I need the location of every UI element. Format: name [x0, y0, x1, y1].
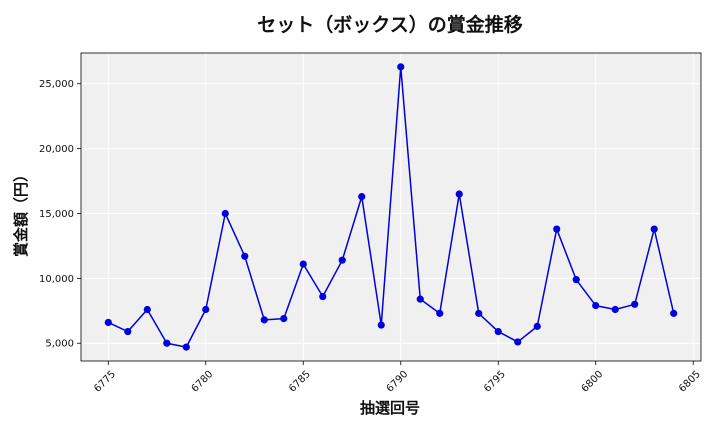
- x-tick-label: 6775: [92, 369, 118, 395]
- x-tick-label: 6800: [580, 369, 606, 395]
- data-point: [436, 309, 444, 317]
- data-point: [572, 276, 580, 284]
- data-point: [241, 252, 249, 260]
- plot-area: [81, 53, 701, 361]
- y-tick-label: 5,000: [45, 339, 74, 350]
- y-axis-label: 賞金額（円）: [12, 167, 30, 257]
- x-tick-label: 6805: [677, 369, 703, 395]
- data-point: [416, 295, 424, 303]
- x-axis-label: 抽選回号: [360, 399, 420, 417]
- data-point: [358, 193, 366, 201]
- axes: [80, 52, 702, 362]
- data-point: [631, 300, 639, 308]
- data-point: [377, 321, 385, 329]
- data-point: [650, 225, 658, 233]
- plot-frame: [80, 52, 702, 362]
- y-tick-label: 20,000: [39, 144, 74, 155]
- chart-title: セット（ボックス）の賞金推移: [257, 13, 522, 36]
- data-point: [182, 343, 190, 351]
- data-point: [533, 322, 541, 330]
- x-tick-label: 6795: [482, 369, 508, 395]
- x-tick-label: 6785: [287, 369, 313, 395]
- data-point: [455, 190, 463, 198]
- data-point: [221, 209, 229, 218]
- data-point: [124, 327, 132, 336]
- series-layer: [104, 63, 678, 351]
- data-point: [163, 339, 171, 347]
- data-point: [143, 305, 151, 314]
- y-tick-label: 15,000: [39, 209, 74, 220]
- data-point: [553, 225, 561, 233]
- data-point: [611, 305, 619, 314]
- data-point: [475, 309, 483, 317]
- x-tick-label: 6780: [190, 369, 216, 395]
- data-point: [260, 316, 268, 324]
- data-point: [319, 292, 327, 301]
- x-tick-label: 6790: [385, 369, 411, 395]
- y-tick-label: 25,000: [39, 79, 74, 90]
- data-point: [299, 260, 307, 268]
- y-tick-label: 10,000: [39, 274, 74, 285]
- data-point: [494, 327, 502, 336]
- data-point: [514, 338, 522, 346]
- data-point: [670, 309, 678, 317]
- grid-lines: [81, 53, 701, 361]
- data-point: [592, 302, 600, 310]
- data-point: [397, 63, 405, 71]
- data-point: [338, 256, 346, 264]
- data-point: [202, 305, 210, 314]
- data-point: [104, 318, 112, 327]
- data-point: [280, 314, 288, 323]
- series-line: [107, 66, 675, 348]
